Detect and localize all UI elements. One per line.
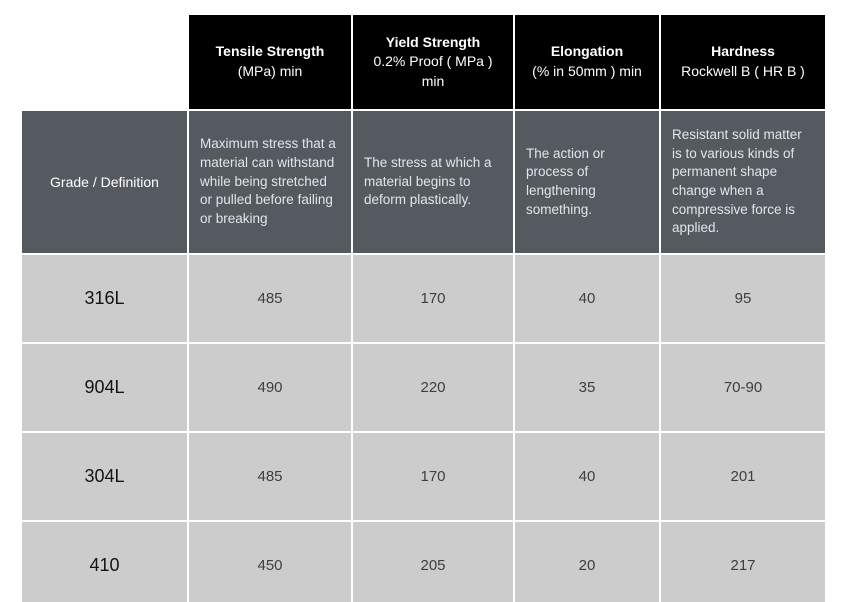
grade-label: 316L xyxy=(22,255,187,342)
column-title: Tensile Strength xyxy=(215,43,325,60)
column-subtitle: (MPa) min xyxy=(237,63,303,79)
definition-hardness: Resistant solid matter is to various kin… xyxy=(661,111,825,253)
column-title: Hardness xyxy=(711,43,775,60)
yield-value: 220 xyxy=(353,344,513,431)
tensile-value: 485 xyxy=(189,433,351,520)
column-header-yield-strength: Yield Strength 0.2% Proof ( MPa ) min xyxy=(353,15,513,109)
elongation-value: 20 xyxy=(515,522,659,602)
grade-label: 304L xyxy=(22,433,187,520)
elongation-value: 40 xyxy=(515,433,659,520)
grade-label: 410 xyxy=(22,522,187,602)
grade-label: 904L xyxy=(22,344,187,431)
elongation-value: 35 xyxy=(515,344,659,431)
column-title: Elongation xyxy=(550,43,624,60)
table-row-316L: 316L 485 170 40 95 xyxy=(22,255,825,342)
column-header-hardness: Hardness Rockwell B ( HR B ) xyxy=(661,15,825,109)
definition-yield-strength: The stress at which a material begins to… xyxy=(353,111,513,253)
yield-value: 170 xyxy=(353,255,513,342)
column-header-tensile-strength: Tensile Strength (MPa) min xyxy=(189,15,351,109)
hardness-value: 217 xyxy=(661,522,825,602)
column-subtitle: Rockwell B ( HR B ) xyxy=(681,63,805,79)
tensile-value: 485 xyxy=(189,255,351,342)
table-row-904L: 904L 490 220 35 70-90 xyxy=(22,344,825,431)
column-title: Yield Strength xyxy=(385,33,481,50)
grade-definition-header: Grade / Definition xyxy=(22,111,187,253)
definition-elongation: The action or process of lengthening som… xyxy=(515,111,659,253)
yield-value: 170 xyxy=(353,433,513,520)
yield-value: 205 xyxy=(353,522,513,602)
table-row-304L: 304L 485 170 40 201 xyxy=(22,433,825,520)
empty-corner-cell xyxy=(22,15,187,109)
hardness-value: 70-90 xyxy=(661,344,825,431)
tensile-value: 450 xyxy=(189,522,351,602)
hardness-value: 95 xyxy=(661,255,825,342)
elongation-value: 40 xyxy=(515,255,659,342)
column-header-elongation: Elongation (% in 50mm ) min xyxy=(515,15,659,109)
tensile-value: 490 xyxy=(189,344,351,431)
column-subtitle: 0.2% Proof ( MPa ) min xyxy=(373,53,493,89)
definition-row: Grade / Definition Maximum stress that a… xyxy=(22,111,825,253)
definition-tensile-strength: Maximum stress that a material can withs… xyxy=(189,111,351,253)
material-properties-table: Tensile Strength (MPa) min Yield Strengt… xyxy=(20,13,827,602)
header-row: Tensile Strength (MPa) min Yield Strengt… xyxy=(22,15,825,109)
hardness-value: 201 xyxy=(661,433,825,520)
column-subtitle: (% in 50mm ) min xyxy=(532,63,642,79)
table-row-410: 410 450 205 20 217 xyxy=(22,522,825,602)
